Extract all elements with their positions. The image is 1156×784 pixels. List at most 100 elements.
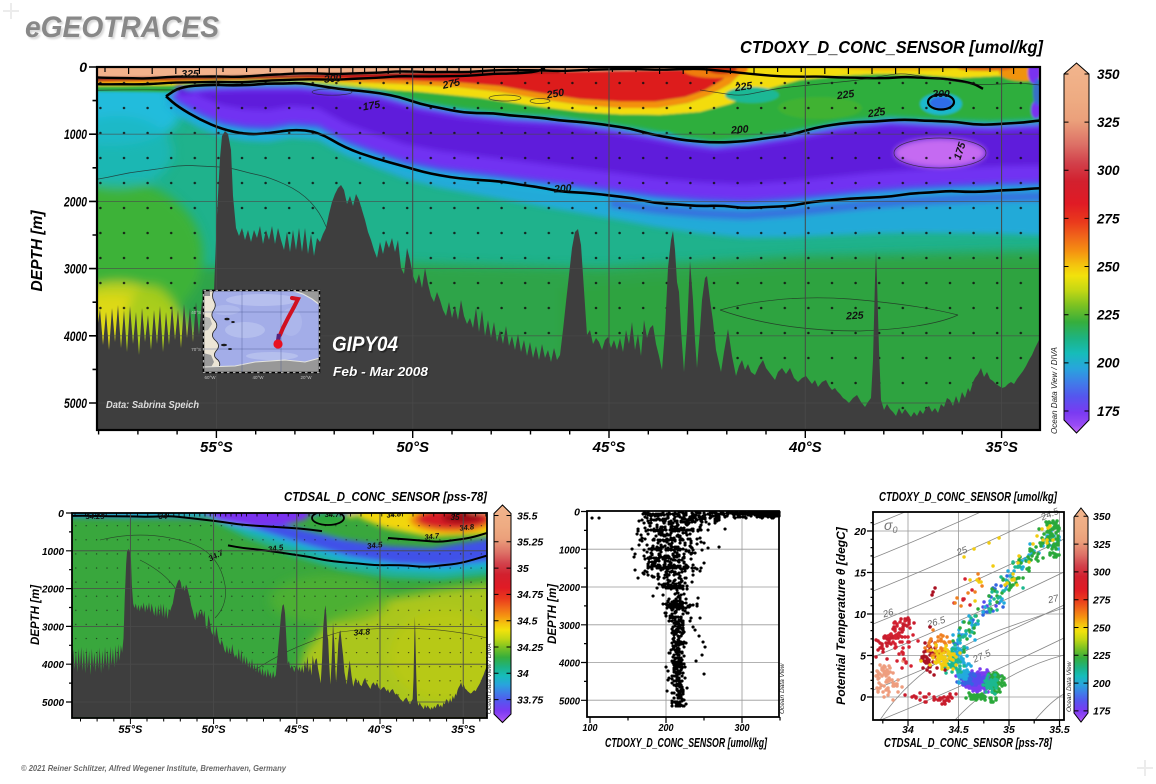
svg-text:175: 175 [952, 141, 969, 162]
svg-text:275: 275 [1092, 594, 1111, 606]
svg-text:35°S: 35°S [985, 439, 1018, 456]
svg-text:35.5: 35.5 [517, 510, 538, 522]
svg-text:35°S: 35°S [451, 724, 476, 736]
svg-text:DEPTH [m]: DEPTH [m] [30, 584, 42, 645]
svg-text:3000: 3000 [42, 621, 64, 633]
svg-text:35.25: 35.25 [517, 537, 543, 549]
svg-text:55°S: 55°S [200, 439, 233, 456]
svg-text:Ocean Data View / DIVA: Ocean Data View / DIVA [1050, 347, 1059, 434]
svg-text:70°S: 70°S [191, 347, 201, 352]
svg-text:DEPTH [m]: DEPTH [m] [29, 210, 46, 292]
svg-text:55°S: 55°S [118, 724, 143, 736]
svg-text:3000: 3000 [559, 620, 580, 632]
svg-text:4000: 4000 [558, 658, 580, 670]
svg-text:60°W: 60°W [204, 375, 216, 380]
svg-text:200: 200 [658, 723, 674, 734]
svg-text:50°S: 50°S [396, 439, 429, 456]
svg-text:225: 225 [1096, 308, 1120, 323]
svg-text:Ocean Data View: Ocean Data View [779, 662, 786, 714]
svg-text:225: 225 [866, 106, 886, 120]
svg-text:5000: 5000 [42, 697, 64, 709]
svg-text:26: 26 [881, 607, 896, 621]
svg-text:325: 325 [1093, 539, 1111, 551]
svg-text:GIPY04: GIPY04 [332, 333, 398, 356]
svg-text:5000: 5000 [559, 695, 580, 707]
svg-text:34: 34 [159, 512, 168, 521]
svg-text:50°S: 50°S [202, 724, 227, 736]
svg-text:325: 325 [181, 68, 199, 80]
svg-text:1000: 1000 [559, 544, 580, 556]
svg-text:3000: 3000 [64, 261, 87, 277]
svg-text:10: 10 [854, 609, 866, 621]
svg-text:eGEOTRACES: eGEOTRACES [25, 11, 219, 44]
svg-text:2000: 2000 [41, 584, 64, 596]
svg-text:34.25: 34.25 [517, 642, 543, 654]
svg-text:225: 225 [1092, 650, 1111, 662]
svg-text:DEPTH [m]: DEPTH [m] [547, 583, 559, 644]
svg-text:34.75: 34.75 [517, 589, 543, 601]
svg-text:27: 27 [1046, 593, 1061, 607]
svg-text:34.8: 34.8 [459, 522, 475, 533]
svg-text:5000: 5000 [64, 395, 87, 411]
svg-text:200: 200 [553, 182, 572, 195]
svg-text:40°W: 40°W [252, 375, 264, 380]
svg-text:35: 35 [1003, 724, 1015, 736]
svg-text:200: 200 [931, 88, 950, 100]
svg-text:Data: Sabrina Speich: Data: Sabrina Speich [106, 399, 199, 411]
svg-text:0: 0 [79, 59, 87, 75]
svg-text:300: 300 [1097, 163, 1120, 178]
svg-text:5: 5 [860, 651, 866, 663]
svg-text:4000: 4000 [63, 328, 87, 344]
svg-text:4000: 4000 [41, 659, 64, 671]
svg-text:0: 0 [860, 692, 866, 704]
svg-text:225: 225 [845, 310, 864, 323]
svg-text:2000: 2000 [558, 582, 580, 594]
svg-text:225: 225 [835, 88, 855, 102]
svg-text:250: 250 [1092, 622, 1111, 634]
svg-text:45°S: 45°S [592, 439, 626, 456]
svg-text:175: 175 [362, 99, 381, 114]
svg-text:1000: 1000 [42, 546, 64, 558]
svg-text:34.5: 34.5 [267, 543, 284, 554]
svg-text:225: 225 [733, 80, 753, 94]
svg-text:100: 100 [583, 723, 598, 734]
svg-text:2000: 2000 [63, 193, 87, 209]
svg-text:34.5: 34.5 [367, 540, 384, 551]
svg-text:200: 200 [1092, 678, 1111, 690]
svg-text:33.75: 33.75 [517, 694, 543, 706]
svg-text:300: 300 [323, 72, 342, 86]
svg-text:325: 325 [1097, 115, 1120, 130]
svg-text:40°S: 40°S [367, 724, 393, 736]
svg-text:34: 34 [517, 668, 529, 680]
svg-text:40°S: 40°S [191, 310, 201, 315]
svg-text:40°S: 40°S [788, 439, 822, 456]
svg-text:45°S: 45°S [284, 724, 310, 736]
svg-text:20: 20 [853, 526, 866, 538]
svg-text:175: 175 [1093, 706, 1111, 718]
svg-text:© 2021 Reiner Schlitzer, Alfre: © 2021 Reiner Schlitzer, Alfred Wegener … [21, 763, 287, 773]
svg-text:Potential Temperature θ [degC]: Potential Temperature θ [degC] [834, 526, 848, 705]
svg-text:CTDOXY_D_CONC_SENSOR [umol/kg]: CTDOXY_D_CONC_SENSOR [umol/kg] [879, 490, 1058, 504]
svg-text:34.8: 34.8 [386, 509, 402, 520]
svg-text:200: 200 [730, 123, 749, 136]
svg-text:25: 25 [954, 544, 969, 559]
svg-text:34.7: 34.7 [325, 510, 340, 519]
svg-text:34.5: 34.5 [948, 724, 969, 736]
svg-text:CTDSAL_D_CONC_SENSOR [pss-78]: CTDSAL_D_CONC_SENSOR [pss-78] [284, 489, 488, 504]
svg-text:34: 34 [902, 724, 914, 736]
svg-text:20°W: 20°W [300, 375, 312, 380]
svg-text:34.5: 34.5 [517, 615, 538, 627]
svg-text:34.8: 34.8 [353, 626, 370, 637]
svg-text:Ocean Data View: Ocean Data View [1066, 660, 1073, 712]
svg-text:Feb - Mar 2008: Feb - Mar 2008 [333, 365, 428, 379]
svg-text:200: 200 [1096, 356, 1120, 371]
svg-text:CTDOXY_D_CONC_SENSOR [umol/kg]: CTDOXY_D_CONC_SENSOR [umol/kg] [605, 736, 768, 750]
svg-text:34.25: 34.25 [86, 512, 106, 521]
svg-text:350: 350 [1097, 67, 1120, 82]
svg-text:15: 15 [854, 568, 866, 580]
svg-text:175: 175 [1097, 404, 1120, 419]
svg-text:300: 300 [1093, 567, 1111, 579]
svg-text:Ocean Data View / DIVA: Ocean Data View / DIVA [486, 643, 493, 714]
svg-text:34.7: 34.7 [424, 531, 440, 542]
svg-text:35.5: 35.5 [1049, 724, 1070, 736]
